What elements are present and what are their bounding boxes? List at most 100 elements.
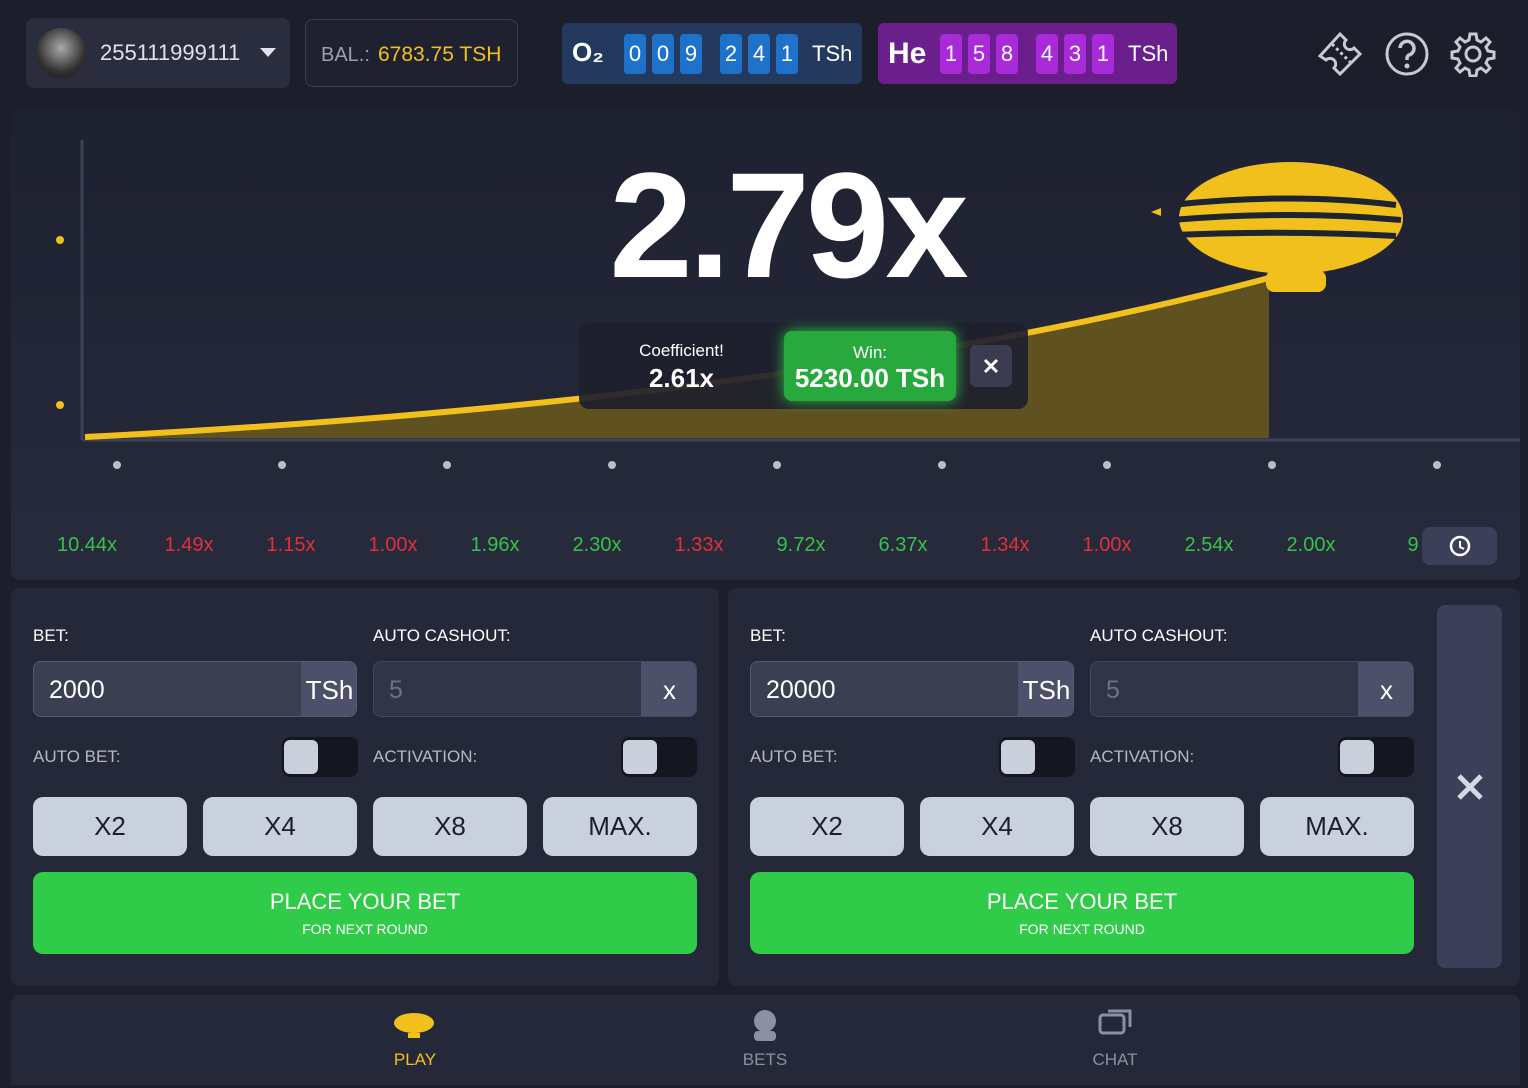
auto-cashout-label: AUTO CASHOUT:: [373, 626, 511, 645]
history-item[interactable]: 2.54x: [1184, 534, 1234, 556]
toggle-knob: [1340, 740, 1374, 774]
dropdown-arrow: [260, 48, 276, 57]
place-bet-subtitle: FOR NEXT ROUND: [1019, 921, 1145, 937]
auto-cashout-clear[interactable]: x: [1358, 662, 1413, 716]
toggle[interactable]: [1338, 737, 1414, 777]
history-item[interactable]: 1.34x: [980, 534, 1030, 556]
activation-label: ACTIVATION:: [1090, 747, 1195, 766]
history-item[interactable]: 1.15x: [266, 534, 316, 556]
bet-input[interactable]: 2000 TSh: [33, 661, 357, 717]
nav-label: CHAT: [1092, 1050, 1138, 1069]
place-bet-subtitle: FOR NEXT ROUND: [302, 921, 428, 937]
win-box: Win: 5230.00 TSh: [784, 331, 956, 401]
quick-bet-button[interactable]: MAX.: [1260, 797, 1414, 856]
game-area: 2.79x Coefficient! 2.61x Win: 5230.00 TS…: [11, 110, 1520, 580]
nav-tab[interactable]: PLAY: [240, 995, 590, 1085]
bet-label: BET:: [750, 626, 786, 645]
place-bet-title: PLACE YOUR BET: [986, 889, 1178, 914]
cashout-toast: Coefficient! 2.61x Win: 5230.00 TSh: [579, 323, 1028, 409]
history-item[interactable]: 1.49x: [164, 534, 214, 556]
jackpot-currency: TSh: [812, 41, 853, 66]
auto-bet-label: AUTO BET:: [33, 747, 121, 766]
panel-close[interactable]: [1437, 605, 1502, 968]
quick-bet-button[interactable]: X2: [33, 797, 187, 856]
auto-cashout-placeholder: 5: [389, 676, 403, 704]
jackpot: O₂ 0 0 9 2 4 1 TSh: [562, 23, 862, 84]
close-icon: [1456, 773, 1483, 800]
place-bet-button[interactable]: PLACE YOUR BET FOR NEXT ROUND: [750, 872, 1414, 954]
bet-label: BET:: [33, 626, 69, 645]
quick-bet-button[interactable]: X8: [373, 797, 527, 856]
auto-cashout-placeholder: 5: [1106, 676, 1120, 704]
user-menu[interactable]: 255111999111: [26, 18, 290, 88]
bet-currency: TSh: [301, 662, 356, 716]
history-item[interactable]: 6.37x: [878, 534, 928, 556]
place-bet-button[interactable]: PLACE YOUR BET FOR NEXT ROUND: [33, 872, 697, 954]
history-item[interactable]: 1.96x: [470, 534, 520, 556]
toggle-knob: [284, 740, 318, 774]
nav-icon: [394, 1013, 434, 1038]
nav-label: PLAY: [393, 1050, 437, 1069]
history-item[interactable]: 1.00x: [368, 534, 418, 556]
airship: [1151, 162, 1403, 292]
jackpot-digit: 3: [1064, 34, 1086, 74]
avatar: [36, 28, 86, 78]
auto-cashout-clear[interactable]: x: [641, 662, 696, 716]
jackpot-digit: 4: [1036, 34, 1058, 74]
jackpot-digit: 1: [776, 34, 798, 74]
username: 255111999111: [100, 40, 241, 65]
auto-bet-label: AUTO BET:: [750, 747, 838, 766]
jackpot-symbol: O₂: [572, 37, 604, 67]
quick-bet-button[interactable]: X2: [750, 797, 904, 856]
jackpot-digit: 1: [1092, 34, 1114, 74]
jackpot-symbol: He: [888, 37, 927, 70]
history-item[interactable]: 9.72x: [776, 534, 826, 556]
history-item[interactable]: 9: [1407, 534, 1419, 556]
history-item[interactable]: 1.33x: [674, 534, 724, 556]
bet-amount: 2000: [49, 676, 105, 704]
bet-input[interactable]: 20000 TSh: [750, 661, 1074, 717]
jackpot-digit: 4: [748, 34, 770, 74]
multiplier: 2.79x: [609, 141, 968, 309]
toggle[interactable]: [282, 737, 358, 777]
quick-bet-button[interactable]: X4: [920, 797, 1074, 856]
history-item[interactable]: 2.00x: [1286, 534, 1336, 556]
toggle[interactable]: [999, 737, 1075, 777]
jackpot-digit: 9: [680, 34, 702, 74]
bet-amount: 20000: [766, 676, 836, 704]
history-list: 10.44x 1.49x 1.15x 1.00x 1.96x 2.30x 1.33x 9.72…: [11, 512, 1419, 580]
nav-icon: [754, 1010, 776, 1041]
jackpot-currency: TSh: [1128, 41, 1169, 66]
balance-box: BAL.: 6783.75 TSH: [305, 19, 518, 87]
history-item[interactable]: 10.44x: [56, 534, 118, 556]
settings-icon[interactable]: [1450, 31, 1496, 77]
history-bar: 10.44x 1.49x 1.15x 1.00x 1.96x 2.30x 1.33x 9.72…: [11, 512, 1520, 580]
bet-currency: TSh: [1018, 662, 1073, 716]
toggle-knob: [623, 740, 657, 774]
ticket-icon[interactable]: [1316, 30, 1364, 78]
balance-label: BAL.:: [321, 44, 370, 66]
nav-icon: [1098, 1009, 1132, 1035]
quick-bet-button[interactable]: MAX.: [543, 797, 697, 856]
jackpot: He 1 5 8 4 3 1 TSh: [878, 23, 1177, 84]
nav-tab[interactable]: BETS: [590, 995, 940, 1085]
place-bet-title: PLACE YOUR BET: [269, 889, 461, 914]
balance: 6783.75 TSH: [378, 43, 502, 66]
toast-close[interactable]: [970, 345, 1012, 387]
quick-bet-button[interactable]: X4: [203, 797, 357, 856]
history-item[interactable]: 1.00x: [1082, 534, 1132, 556]
activation-label: ACTIVATION:: [373, 747, 478, 766]
nav-tab[interactable]: CHAT: [940, 995, 1290, 1085]
history-item[interactable]: 2.30x: [572, 534, 622, 556]
toggle[interactable]: [621, 737, 697, 777]
history-button[interactable]: [1422, 527, 1497, 565]
nav-label: BETS: [742, 1050, 788, 1069]
help-icon[interactable]: [1384, 31, 1430, 77]
jackpot-digit: 8: [996, 34, 1018, 74]
coefficient: 2.61x: [648, 363, 715, 393]
jackpot-digit: 2: [720, 34, 742, 74]
quick-bet-button[interactable]: X8: [1090, 797, 1244, 856]
